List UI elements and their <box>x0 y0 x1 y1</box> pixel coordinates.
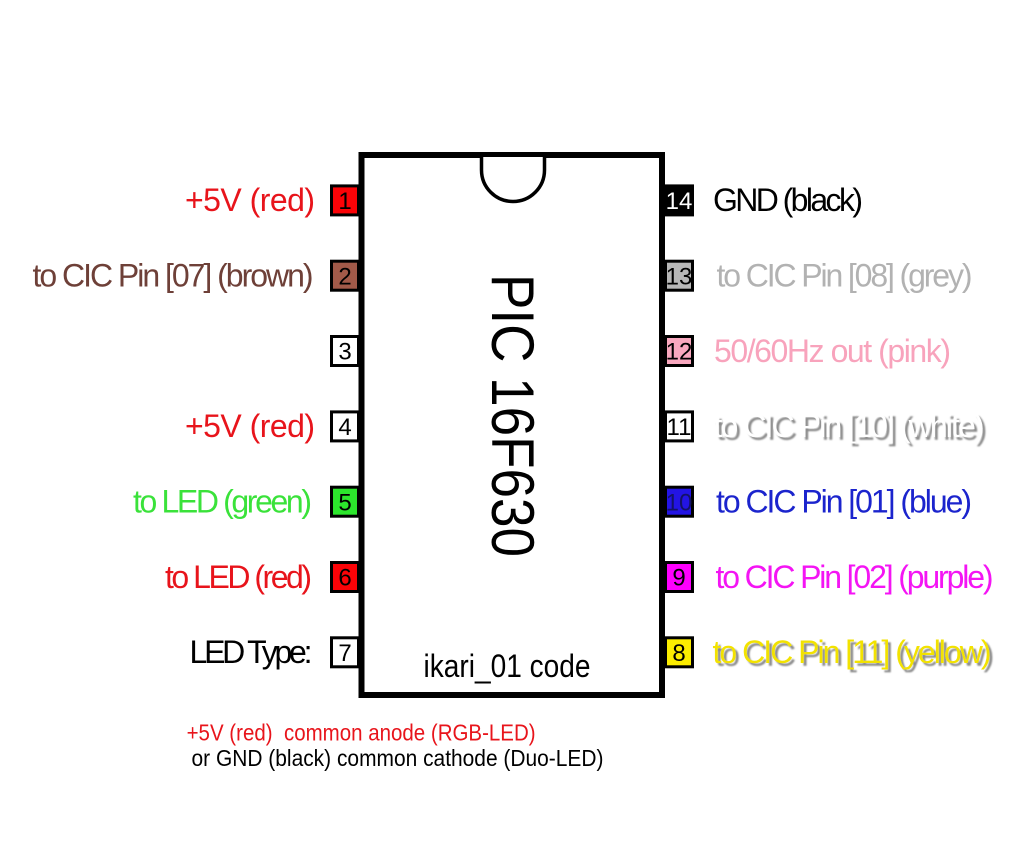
svg-text:14: 14 <box>666 188 693 215</box>
svg-text:to CIC Pin [11] (yellow): to CIC Pin [11] (yellow) <box>713 634 992 670</box>
svg-text:10: 10 <box>666 489 693 516</box>
svg-text:11: 11 <box>667 414 692 441</box>
svg-text:3: 3 <box>338 339 351 366</box>
svg-text:5: 5 <box>338 489 351 516</box>
svg-text:1: 1 <box>338 188 351 215</box>
svg-text:2: 2 <box>338 263 351 290</box>
svg-text:6: 6 <box>338 565 351 592</box>
svg-text:GND (black): GND (black) <box>713 182 863 218</box>
svg-text:to CIC Pin [01] (blue): to CIC Pin [01] (blue) <box>716 484 972 520</box>
svg-text:+5V (red): +5V (red) <box>185 182 315 218</box>
svg-text:to CIC Pin [10] (white): to CIC Pin [10] (white) <box>714 408 985 444</box>
svg-text:12: 12 <box>666 339 693 366</box>
svg-text:9: 9 <box>672 565 685 592</box>
svg-text:+5V (red) common anode (RGB-L: +5V (red) common anode (RGB-LED) <box>187 720 536 746</box>
svg-text:to CIC Pin [07] (brown): to CIC Pin [07] (brown) <box>33 258 314 294</box>
svg-text:PIC 16F630: PIC 16F630 <box>479 274 546 557</box>
svg-text:8: 8 <box>672 640 685 667</box>
svg-text:ikari_01 code: ikari_01 code <box>424 648 591 684</box>
svg-text:to LED (green): to LED (green) <box>133 484 312 520</box>
svg-text:13: 13 <box>666 263 693 290</box>
svg-text:to CIC Pin [02] (purple): to CIC Pin [02] (purple) <box>716 559 994 595</box>
svg-text:to LED (red): to LED (red) <box>165 559 312 595</box>
svg-text:7: 7 <box>338 640 351 667</box>
svg-text:to CIC Pin [08] (grey): to CIC Pin [08] (grey) <box>717 258 973 294</box>
svg-text:or GND (black) common cathode: or GND (black) common cathode (Duo-LED) <box>192 745 604 771</box>
svg-text:LED Type:: LED Type: <box>190 634 313 670</box>
svg-text:+5V (red): +5V (red) <box>185 408 315 444</box>
svg-text:50/60Hz out (pink): 50/60Hz out (pink) <box>714 333 951 369</box>
svg-text:4: 4 <box>338 414 351 441</box>
